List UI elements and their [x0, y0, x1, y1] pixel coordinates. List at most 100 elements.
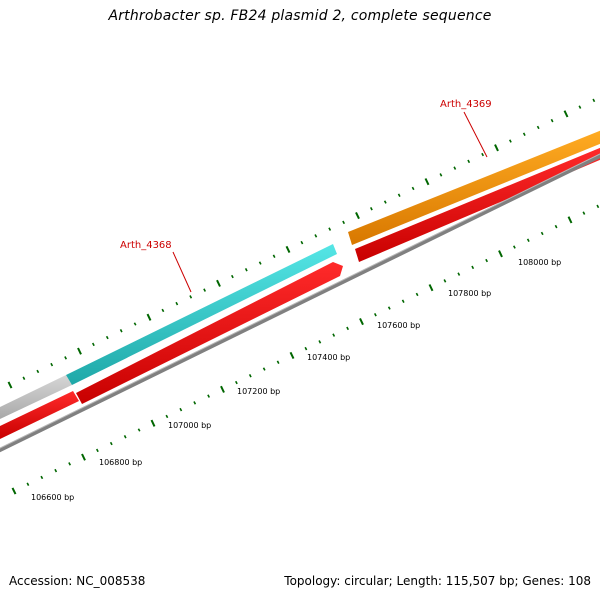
callout-line-arth-4368: [172, 251, 192, 293]
gene-arth-4369[interactable]: [348, 130, 600, 245]
scale-tick-mark: [207, 394, 211, 398]
outer-tick-mark: [550, 118, 554, 123]
scale-label-108000: 108000 bp: [518, 258, 561, 267]
gene-label-arth-4368-group: Arth_4368: [120, 240, 192, 293]
scale-tick-track: [11, 204, 600, 495]
scale-label-107000: 107000 bp: [168, 421, 211, 430]
outer-tick-mark: [7, 381, 13, 389]
outer-tick-mark: [522, 132, 526, 136]
cds-segment-arth-4369[interactable]: [355, 147, 600, 262]
scale-tick-mark: [428, 284, 434, 292]
outer-tick-mark: [64, 356, 68, 360]
outer-tick-mark: [258, 261, 262, 265]
outer-tick-mark: [411, 186, 415, 191]
scale-tick-mark: [26, 482, 30, 486]
scale-tick-mark: [554, 224, 558, 229]
scale-tick-mark: [540, 231, 544, 236]
scale-tick-mark: [415, 292, 419, 297]
scale-tick-mark: [262, 367, 266, 371]
accession-label: Accession: NC_008538: [9, 574, 146, 588]
gene-label-arth-4369[interactable]: Arth_4369: [440, 99, 492, 110]
scale-tick-mark: [81, 453, 86, 461]
outer-tick-mark: [494, 144, 499, 152]
sequence-backbone: [0, 153, 600, 453]
scale-label-107800: 107800 bp: [448, 289, 491, 298]
outer-tick-mark: [119, 329, 123, 333]
outer-tick-mark: [563, 110, 569, 118]
outer-tick-mark: [203, 288, 207, 292]
gene-arth-4368[interactable]: [66, 244, 337, 385]
outer-tick-mark: [161, 308, 165, 313]
scale-tick-mark: [193, 401, 197, 405]
scale-tick-mark: [332, 333, 336, 337]
scale-tick-mark: [359, 317, 364, 326]
outer-tick-mark: [133, 322, 137, 326]
outer-tick-mark: [300, 240, 304, 245]
scale-tick-mark: [248, 374, 252, 378]
scale-label-106600: 106600 bp: [31, 493, 74, 502]
outer-tick-mark: [355, 211, 360, 220]
scale-tick-mark: [596, 204, 600, 209]
outer-tick-mark: [91, 342, 95, 347]
outer-tick-mark: [439, 173, 443, 177]
scale-tick-mark: [11, 487, 17, 495]
scale-tick-mark: [276, 360, 280, 364]
scale-tick-mark: [137, 428, 141, 432]
callout-line-arth-4369: [463, 111, 488, 158]
scale-tick-mark: [457, 272, 461, 276]
scale-tick-mark: [304, 346, 308, 351]
outer-tick-mark: [285, 245, 291, 254]
scale-tick-mark: [54, 468, 58, 473]
cds-segment-left[interactable]: [0, 391, 79, 440]
outer-tick-mark: [424, 178, 430, 186]
gene-label-arth-4369-group: Arth_4369: [440, 99, 492, 158]
outer-tick-mark: [508, 139, 512, 143]
outer-tick-mark: [77, 347, 82, 355]
outer-gene-ring: [0, 130, 600, 420]
scale-tick-mark: [387, 306, 391, 310]
outer-tick-mark: [314, 234, 318, 238]
scale-tick-mark: [109, 441, 113, 446]
scale-tick-mark: [443, 279, 447, 283]
scale-tick-mark: [165, 414, 169, 419]
scale-tick-mark: [485, 258, 489, 263]
cds-ring: [0, 147, 600, 440]
outer-tick-mark: [592, 98, 596, 103]
scale-tick-mark: [582, 211, 586, 215]
outer-tick-mark: [383, 200, 387, 204]
scale-tick-mark: [95, 448, 99, 453]
outer-tick-mark: [536, 125, 540, 130]
scale-tick-mark: [346, 326, 350, 331]
outer-tick-mark: [467, 159, 471, 164]
cds-segment-arth-4368[interactable]: [76, 262, 343, 404]
scale-label-106800: 106800 bp: [99, 458, 142, 467]
scale-tick-mark: [179, 407, 183, 412]
scale-tick-mark: [220, 385, 225, 393]
scale-label-107400: 107400 bp: [307, 353, 350, 362]
gene-label-arth-4368[interactable]: Arth_4368: [120, 240, 172, 251]
scale-label-107600: 107600 bp: [377, 321, 420, 330]
outer-tick-mark: [146, 313, 152, 321]
scale-tick-mark: [234, 380, 238, 385]
scale-tick-mark: [498, 250, 503, 258]
scale-tick-mark: [289, 351, 295, 360]
scale-tick-mark: [512, 245, 516, 249]
scale-tick-mark: [123, 435, 127, 439]
outer-tick-mark: [453, 166, 457, 170]
scale-labels: 106600 bp 106800 bp 107000 bp 107200 bp …: [31, 258, 561, 502]
outer-tick-mark: [22, 376, 26, 380]
scale-tick-mark: [567, 216, 573, 224]
gene-segment-gray[interactable]: [0, 375, 72, 420]
outer-tick-mark: [216, 279, 221, 287]
scale-tick-mark: [318, 340, 322, 344]
scale-tick-mark: [401, 299, 405, 303]
outer-tick-mark: [189, 295, 193, 299]
map-title: Arthrobacter sp. FB24 plasmid 2, complet…: [108, 8, 492, 24]
outer-tick-mark: [36, 369, 40, 374]
outer-tick-mark: [244, 268, 248, 272]
scale-tick-mark: [526, 238, 530, 242]
scale-tick-mark: [40, 475, 44, 480]
outer-tick-mark: [342, 220, 346, 225]
